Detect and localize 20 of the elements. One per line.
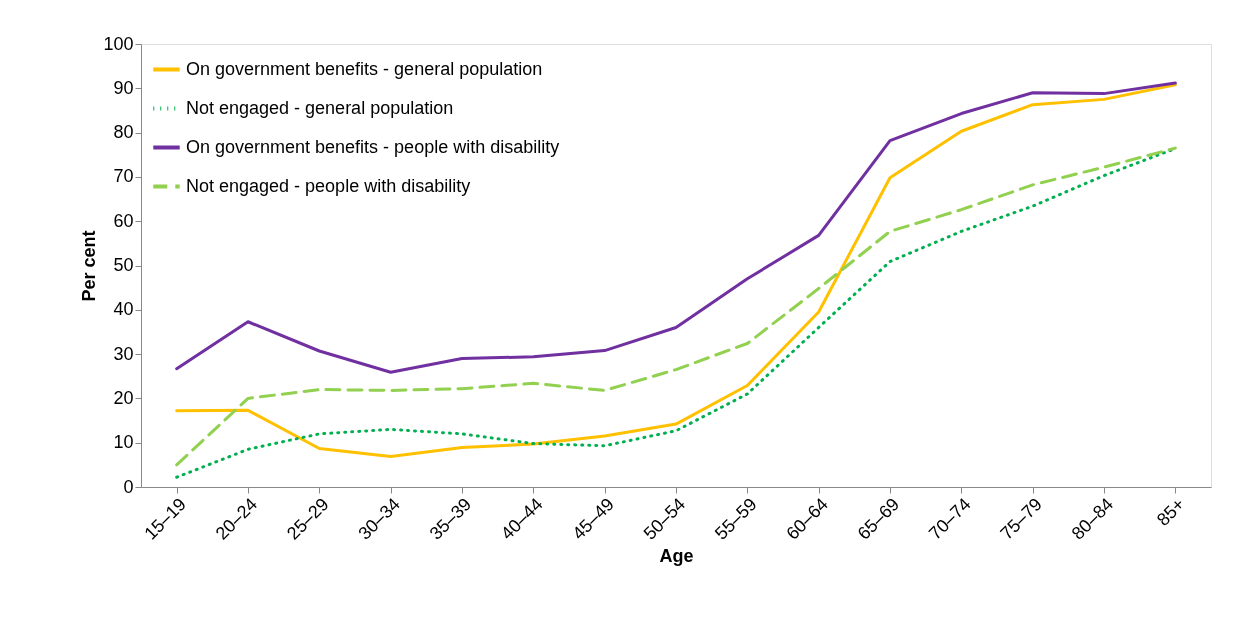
legend-label: On government benefits - general population bbox=[186, 58, 543, 79]
y-tick-label: 50 bbox=[113, 255, 134, 275]
y-tick-label: 90 bbox=[113, 77, 134, 98]
y-tick-label: 40 bbox=[113, 299, 134, 320]
y-tick-label: 10 bbox=[113, 432, 134, 453]
legend-label: Not engaged - general population bbox=[186, 97, 454, 118]
y-tick-label: 20 bbox=[113, 387, 134, 408]
x-axis-title: Age bbox=[659, 545, 694, 566]
y-axis-title: Per cent bbox=[79, 230, 100, 302]
x-tick-label: 85+ bbox=[1152, 494, 1189, 530]
legend-label: Not engaged - people with disability bbox=[186, 175, 471, 196]
y-tick-label: 80 bbox=[113, 122, 134, 143]
y-tick-label: 0 bbox=[123, 476, 134, 497]
y-tick-label: 100 bbox=[103, 33, 134, 54]
legend-label: On government benefits - people with disability bbox=[186, 136, 560, 157]
line-series bbox=[175, 83, 1177, 458]
y-tick-label: 70 bbox=[113, 166, 134, 187]
y-tick-label: 30 bbox=[113, 343, 134, 364]
y-tick-label: 60 bbox=[113, 210, 134, 231]
line-series bbox=[175, 81, 1177, 374]
